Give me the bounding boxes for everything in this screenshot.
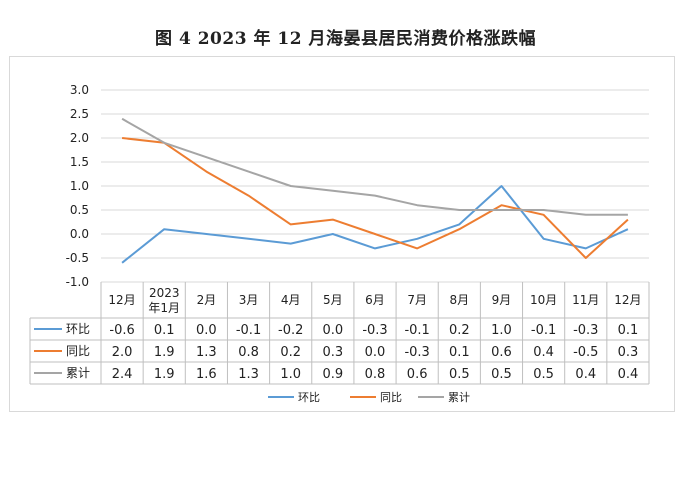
x-tick-label: 8月 — [449, 293, 469, 307]
table-cell-value: 0.5 — [533, 367, 554, 382]
table-cell-value: 1.6 — [196, 367, 217, 382]
table-cell-value: 1.3 — [238, 367, 259, 382]
table-cell-value: -0.1 — [531, 323, 556, 338]
x-tick-label: 9月 — [492, 293, 512, 307]
table-cell-value: 1.3 — [196, 345, 217, 360]
table-cell-value: 0.2 — [280, 345, 301, 360]
x-tick-label: 3月 — [239, 293, 259, 307]
legend-label: 环比 — [298, 391, 320, 404]
table-cell-value: 0.0 — [365, 345, 386, 360]
x-tick-label: 2月 — [197, 293, 217, 307]
y-tick-label: 2.5 — [70, 107, 89, 121]
table-cell-value: 0.2 — [449, 323, 470, 338]
table-cell-value: 2.0 — [112, 345, 133, 360]
table-cell-value: 0.8 — [238, 345, 259, 360]
series-line-1 — [121, 185, 629, 264]
x-tick-label: 5月 — [323, 293, 343, 307]
table-cell-value: 2.4 — [112, 367, 133, 382]
y-tick-label: 2.0 — [70, 131, 89, 145]
table-cell-value: 0.0 — [323, 323, 344, 338]
y-tick-label: 0.5 — [70, 203, 89, 217]
table-cell-value: 0.5 — [491, 367, 512, 382]
y-tick-label: 3.0 — [70, 83, 89, 97]
table-cell-value: -0.3 — [573, 323, 598, 338]
table-series-name: 累计 — [66, 366, 90, 380]
table-cell-value: -0.2 — [278, 323, 303, 338]
y-tick-label: 1.0 — [70, 179, 89, 193]
legend-label: 同比 — [380, 391, 402, 404]
table-cell-value: 1.9 — [154, 345, 175, 360]
table-cell-value: 0.4 — [618, 367, 639, 382]
table-cell-value: 0.4 — [575, 367, 596, 382]
table-cell-value: 1.9 — [154, 367, 175, 382]
x-tick-label: 12月 — [614, 293, 641, 307]
table-cell-value: 0.9 — [323, 367, 344, 382]
table-cell-value: 0.3 — [618, 345, 639, 360]
x-tick-label: 12月 — [108, 293, 135, 307]
x-tick-label: 10月 — [530, 293, 557, 307]
table-cell-value: -0.6 — [109, 323, 134, 338]
table-cell-value: 0.5 — [449, 367, 470, 382]
table-cell-value: 0.1 — [154, 323, 175, 338]
y-tick-label: 0.0 — [70, 227, 89, 241]
table-cell-value: 0.6 — [491, 345, 512, 360]
table-series-name: 同比 — [66, 344, 90, 358]
chart-title: 图 4 2023 年 12 月海晏县居民消费价格涨跌幅 — [155, 29, 536, 49]
x-tick-label: 4月 — [281, 293, 301, 307]
y-tick-label: -0.5 — [66, 251, 89, 265]
table-cell-value: 1.0 — [491, 323, 512, 338]
x-tick-label: 7月 — [407, 293, 427, 307]
table-cell-value: 0.8 — [365, 367, 386, 382]
table-cell-value: -0.3 — [404, 345, 429, 360]
table-cell-value: 0.1 — [618, 323, 639, 338]
table-cell-value: -0.1 — [404, 323, 429, 338]
table-cell-value: 0.4 — [533, 345, 554, 360]
x-tick-label: 11月 — [572, 293, 599, 307]
series-line-3 — [121, 117, 628, 216]
table-cell-value: 0.1 — [449, 345, 470, 360]
x-tick-label: 2023 — [149, 286, 180, 300]
table-cell-value: 0.0 — [196, 323, 217, 338]
table-cell-value: 1.0 — [280, 367, 301, 382]
legend-label: 累计 — [448, 391, 470, 404]
table-cell-value: -0.1 — [236, 323, 261, 338]
y-tick-label: -1.0 — [66, 275, 89, 289]
x-tick-label: 6月 — [365, 293, 385, 307]
x-tick-label: 年1月 — [148, 301, 180, 315]
y-tick-label: 1.5 — [70, 155, 89, 169]
table-cell-value: 0.6 — [407, 367, 428, 382]
table-cell-value: -0.3 — [362, 323, 387, 338]
table-cell-value: -0.5 — [573, 345, 598, 360]
series-line-2 — [121, 137, 629, 259]
chart-frame — [9, 56, 675, 412]
table-series-name: 环比 — [66, 322, 90, 336]
table-cell-value: 0.3 — [323, 345, 344, 360]
